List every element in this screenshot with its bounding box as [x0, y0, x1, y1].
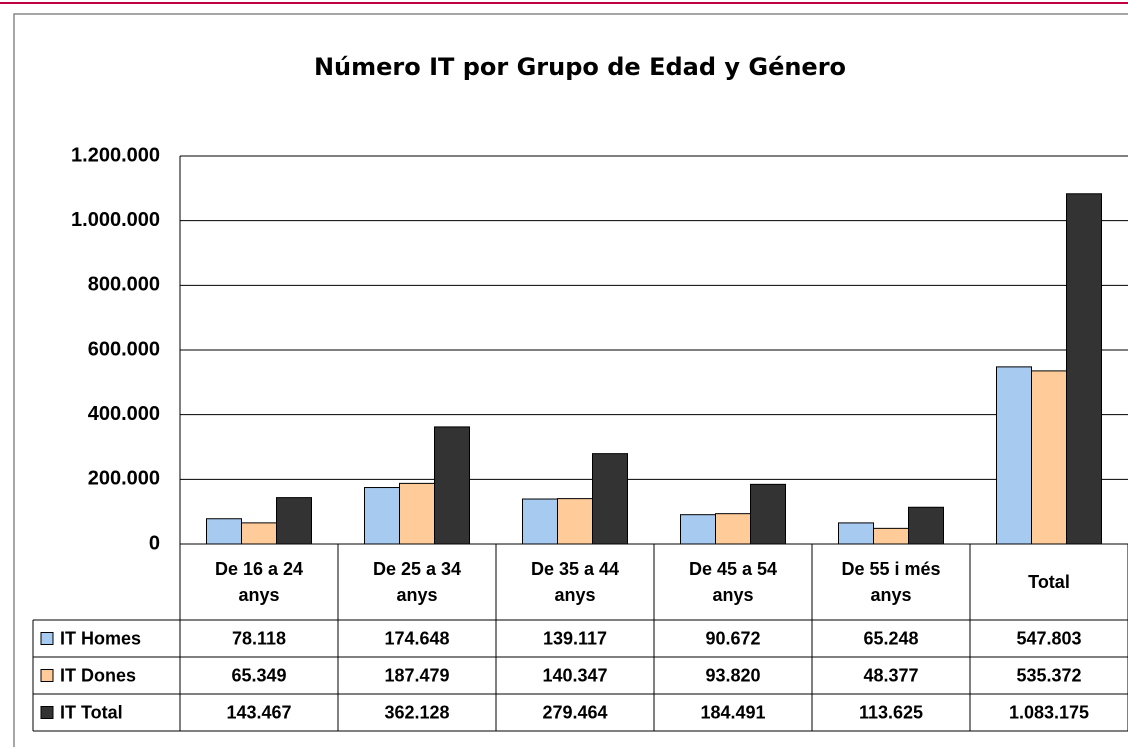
- table-value: 143.467: [226, 702, 291, 722]
- bar: [996, 366, 1032, 545]
- y-tick-label: 1.200.000: [71, 144, 160, 166]
- x-category-cell: De 55 i més anys: [812, 544, 970, 620]
- x-tick-label: De 16 a 24 anys: [214, 559, 304, 605]
- y-tick-label: 200.000: [88, 468, 160, 490]
- bar: [522, 498, 558, 545]
- y-tick-label: 0: [149, 532, 160, 554]
- bar: [680, 514, 716, 545]
- legend-label: IT Total: [60, 702, 123, 722]
- bar: [873, 527, 909, 545]
- bar: [715, 513, 751, 545]
- x-category-cell: De 16 a 24 anys: [180, 544, 338, 620]
- x-category-cell: De 55 i més anys: [812, 544, 970, 620]
- x-tick-label: De 45 a 54 anys: [688, 559, 778, 605]
- legend-label: IT Homes: [60, 628, 141, 648]
- table-value: 174.648: [384, 628, 449, 648]
- x-category-cell: De 16 a 24 anys: [180, 544, 338, 620]
- bar: [276, 497, 312, 545]
- table-value: 65.349: [231, 665, 286, 685]
- x-tick-label: De 35 a 44 anys: [530, 559, 620, 605]
- table-value: 362.128: [384, 702, 449, 722]
- x-category-cell: De 25 a 34 anys: [338, 544, 496, 620]
- x-category-cell: De 35 a 44 anys: [496, 544, 654, 620]
- legend-swatch: [40, 669, 54, 682]
- bar: [750, 483, 786, 545]
- table-value: 90.672: [705, 628, 760, 648]
- bar: [557, 498, 593, 545]
- bar: [1031, 370, 1067, 545]
- x-category-cell: De 25 a 34 anys: [338, 544, 496, 620]
- bar: [592, 453, 628, 545]
- bar: [838, 522, 874, 545]
- y-tick-label: 400.000: [88, 403, 160, 425]
- table-value: 1.083.175: [1009, 702, 1089, 722]
- y-tick-label: 600.000: [88, 338, 160, 360]
- y-tick-label: 1.000.000: [71, 209, 160, 231]
- table-value: 140.347: [542, 665, 607, 685]
- x-tick-label: Total: [1028, 572, 1070, 592]
- chart-frame: [13, 13, 1128, 747]
- bar: [908, 506, 944, 545]
- table-value: 48.377: [863, 665, 918, 685]
- table-value: 184.491: [700, 702, 765, 722]
- legend-label: IT Dones: [60, 665, 136, 685]
- table-value: 279.464: [542, 702, 607, 722]
- x-tick-label: De 25 a 34 anys: [372, 559, 462, 605]
- table-value: 78.118: [232, 628, 286, 648]
- x-category-cell: Total: [970, 544, 1128, 620]
- legend-swatch: [40, 706, 54, 719]
- table-value: 187.479: [384, 665, 449, 685]
- table-value: 113.625: [859, 702, 923, 722]
- chart-title: Número IT por Grupo de Edad y Género: [314, 53, 846, 81]
- bar: [1066, 193, 1102, 545]
- bar: [206, 518, 242, 545]
- x-category-cell: De 45 a 54 anys: [654, 544, 812, 620]
- table-value: 65.248: [863, 628, 918, 648]
- bar: [399, 482, 435, 545]
- bar: [364, 487, 400, 545]
- bar: [241, 522, 277, 545]
- table-value: 93.820: [705, 665, 760, 685]
- table-value: 139.117: [543, 628, 607, 648]
- table-value: 547.803: [1016, 628, 1081, 648]
- table-value: 535.372: [1016, 665, 1081, 685]
- x-category-cell: De 45 a 54 anys: [654, 544, 812, 620]
- legend-swatch: [40, 632, 54, 645]
- x-category-cell: Total: [970, 544, 1128, 620]
- x-tick-label: De 55 i més anys: [841, 559, 941, 605]
- x-category-cell: De 35 a 44 anys: [496, 544, 654, 620]
- bar: [434, 426, 470, 545]
- y-tick-label: 800.000: [88, 274, 160, 296]
